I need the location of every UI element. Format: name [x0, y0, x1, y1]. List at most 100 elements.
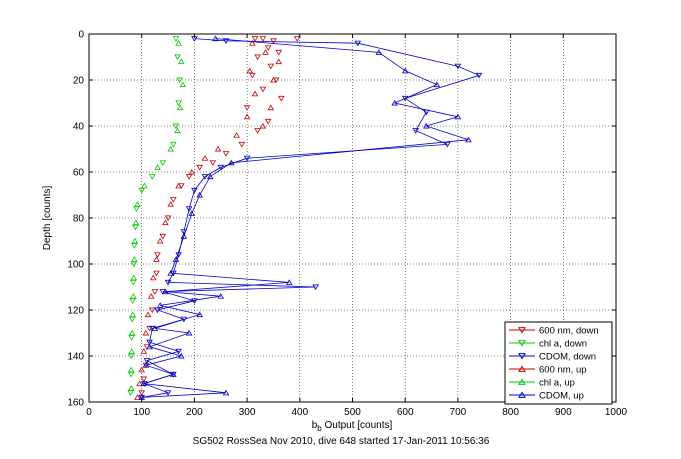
data-point: [212, 35, 219, 42]
data-point: [147, 293, 155, 299]
data-point: [141, 182, 148, 189]
legend-label: 600 nm, up: [539, 365, 587, 376]
data-point: [134, 394, 141, 400]
legend-label: chl a, down: [539, 339, 587, 350]
data-point: [222, 389, 230, 396]
data-point: [254, 128, 261, 134]
legend-marker: [518, 378, 526, 385]
x-tick-label: 400: [291, 407, 308, 418]
data-point: [217, 164, 225, 171]
data-point: [131, 243, 138, 249]
data-point: [217, 293, 225, 299]
x-axis-label-subscript: b: [317, 424, 322, 433]
x-tick-label: 500: [344, 407, 361, 418]
data-point: [201, 174, 209, 180]
legend-label: CDOM, down: [539, 352, 596, 363]
legend-marker: [518, 327, 526, 334]
data-point: [270, 76, 277, 83]
x-axis-label: bb Output [counts]: [312, 420, 393, 433]
legend-label: CDOM, up: [539, 391, 584, 402]
data-point: [246, 67, 254, 74]
data-point: [143, 358, 151, 364]
data-point: [175, 40, 182, 46]
data-point: [264, 118, 272, 125]
data-point: [354, 40, 362, 47]
data-point: [401, 67, 409, 74]
axis-ticks: 0 100 200 300 400 500 600 700 800 900 1000 0 20 40 60 8…: [67, 30, 627, 419]
data-point: [454, 113, 462, 120]
data-point: [131, 237, 139, 244]
data-point: [153, 270, 160, 277]
x-tick-label: 200: [186, 407, 203, 418]
series-4: [127, 40, 187, 391]
data-point: [262, 49, 269, 55]
y-tick-label: 160: [67, 398, 84, 409]
y-tick-label: 20: [73, 76, 85, 87]
data-point: [188, 168, 196, 175]
data-point: [196, 164, 203, 171]
data-point: [170, 141, 177, 148]
data-point: [267, 63, 275, 70]
data-point: [172, 36, 180, 42]
data-point: [375, 49, 383, 55]
data-point: [196, 311, 203, 318]
data-point: [132, 224, 139, 231]
data-point: [132, 219, 140, 226]
data-point: [249, 72, 256, 79]
data-point: [129, 293, 137, 299]
data-point: [129, 311, 137, 318]
data-point: [191, 187, 198, 194]
data-point: [243, 113, 251, 120]
data-point: [127, 371, 135, 378]
data-point: [270, 38, 277, 45]
data-point: [201, 155, 209, 161]
series-line: [141, 38, 469, 398]
data-point: [162, 288, 169, 295]
data-point: [148, 307, 156, 314]
data-point: [133, 206, 140, 212]
x-tick-label: 900: [555, 407, 572, 418]
data-point: [146, 343, 153, 350]
data-point: [259, 36, 267, 42]
y-tick-label: 0: [78, 30, 84, 41]
data-point: [148, 174, 156, 180]
data-point: [185, 206, 193, 212]
data-point: [164, 279, 172, 286]
data-point: [243, 105, 251, 111]
data-point: [130, 274, 138, 281]
data-point: [170, 197, 177, 203]
data-point: [454, 63, 462, 70]
data-point: [188, 210, 196, 216]
data-point: [174, 127, 181, 134]
data-point: [465, 136, 472, 143]
data-point: [138, 390, 145, 396]
x-axis-label-main: b: [312, 420, 318, 431]
y-tick-label: 100: [67, 260, 84, 271]
data-point: [128, 316, 136, 323]
data-point: [144, 311, 152, 318]
data-point: [259, 86, 267, 93]
data-point: [131, 256, 138, 262]
data-point: [177, 352, 185, 359]
x-tick-label: 100: [133, 407, 150, 418]
data-point: [167, 201, 174, 207]
data-point: [142, 362, 150, 368]
data-point: [127, 353, 135, 360]
x-tick-label: 0: [86, 407, 92, 418]
data-point: [130, 261, 138, 268]
data-point: [285, 279, 293, 285]
data-point: [156, 302, 164, 308]
data-point: [254, 54, 261, 61]
data-point: [127, 385, 135, 391]
data-point: [140, 380, 148, 387]
data-point: [422, 122, 430, 129]
data-point: [128, 329, 136, 336]
data-point: [185, 329, 193, 336]
data-point: [140, 376, 148, 383]
data-point: [138, 187, 145, 194]
data-point: [127, 390, 134, 396]
data-point: [128, 348, 135, 354]
data-point: [149, 274, 157, 281]
